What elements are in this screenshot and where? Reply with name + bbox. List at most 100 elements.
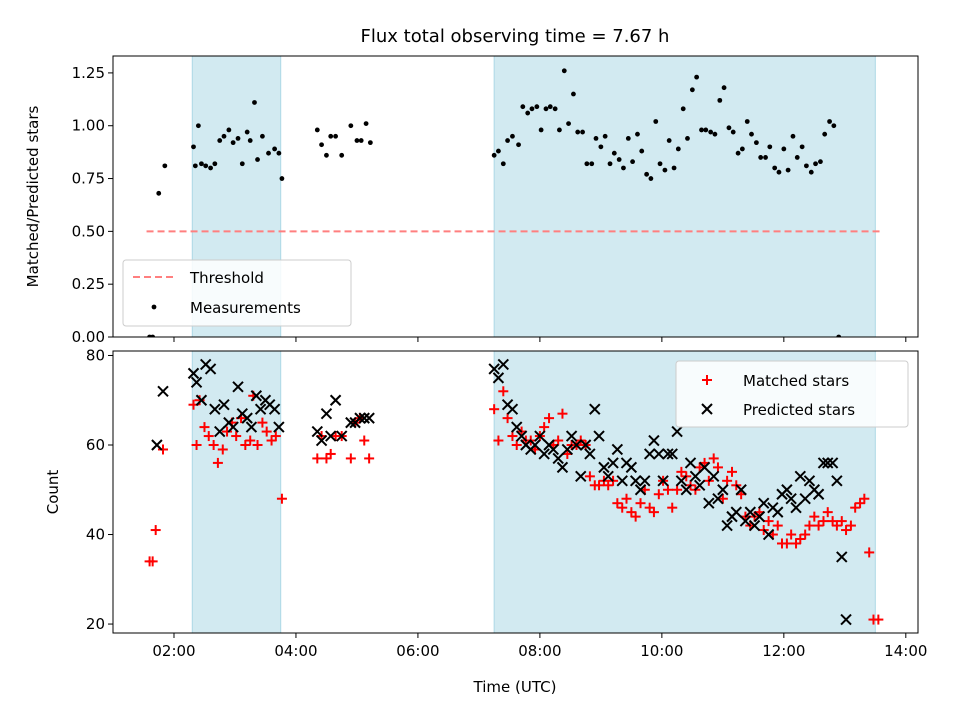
measurement-point: [699, 127, 704, 133]
predicted-point: [311, 425, 324, 438]
measurement-point: [195, 123, 201, 129]
matched-point: [603, 480, 614, 491]
predicted-point: [547, 443, 560, 456]
measurement-point: [520, 104, 526, 110]
measurement-point: [708, 129, 714, 135]
measurement-point: [529, 106, 535, 112]
predicted-point: [639, 475, 651, 487]
measurement-point: [799, 144, 805, 150]
measurement-point: [630, 159, 635, 165]
predicted-point: [204, 363, 217, 375]
matched-point: [502, 413, 513, 424]
predicted-point: [315, 434, 328, 447]
y-tick-label: 1.00: [72, 117, 105, 135]
predicted-point: [561, 443, 574, 456]
matched-point: [836, 516, 847, 527]
predicted-point: [836, 551, 848, 563]
predicted-point: [653, 448, 665, 460]
predicted-point: [662, 448, 674, 460]
measurement-point: [354, 138, 360, 143]
measurement-point: [333, 133, 338, 139]
matched-point: [511, 440, 522, 450]
matched-point: [726, 466, 737, 477]
measurement-point: [244, 129, 250, 135]
measurement-point: [818, 159, 823, 165]
predicted-point: [575, 470, 587, 483]
measurement-point: [510, 133, 515, 139]
measurement-point: [538, 127, 544, 133]
predicted-point: [556, 461, 569, 474]
measurement-point: [803, 163, 809, 169]
measurement-point: [247, 138, 253, 143]
predicted-point: [671, 425, 683, 438]
measurement-point: [212, 161, 218, 167]
predicted-point: [735, 484, 747, 496]
predicted-point: [157, 385, 169, 397]
x-tick-label: 06:00: [396, 642, 439, 660]
matched-point: [203, 431, 214, 442]
measurement-point: [575, 129, 581, 135]
predicted-point: [593, 430, 605, 442]
measurement-point: [516, 142, 521, 148]
matched-point: [208, 440, 219, 450]
predicted-point: [218, 399, 230, 411]
predicted-point: [190, 376, 203, 389]
matched-point: [257, 417, 268, 428]
predicted-point: [822, 457, 834, 469]
matched-point: [231, 431, 242, 442]
measurement-point: [547, 104, 553, 110]
predicted-point: [712, 493, 724, 505]
predicted-point: [698, 461, 711, 474]
measurement-point: [877, 0, 882, 2]
x-tick-label: 02:00: [152, 642, 195, 660]
predicted-point: [611, 443, 624, 456]
measurement-point: [717, 97, 723, 103]
matched-point: [489, 404, 500, 415]
measurement-point: [199, 161, 204, 167]
matched-point: [252, 440, 263, 450]
measurement-point: [191, 144, 196, 150]
measurement-point: [217, 138, 223, 143]
predicted-point: [826, 457, 839, 469]
y-tick-label: 60: [86, 436, 105, 454]
matched-point: [662, 484, 673, 495]
predicted-point: [730, 506, 742, 518]
predicted-point: [840, 613, 852, 626]
predicted-point: [511, 421, 523, 433]
y-tick-label: 0.50: [72, 222, 105, 240]
predicted-point: [703, 497, 715, 509]
measurement-point: [694, 74, 700, 80]
panel-count: 20 40 60 80 02:00 04:00 06:00 08:00 10:00 12:00 14…: [44, 346, 927, 660]
y-tick-label: 0.25: [72, 275, 105, 293]
legend-matched-swatch: [702, 375, 712, 385]
predicted-point: [693, 479, 706, 491]
predicted-point: [625, 461, 638, 474]
measurement-point: [239, 161, 245, 167]
predicted-point: [781, 484, 793, 496]
axes-frame: [112, 55, 919, 338]
matched-point: [859, 493, 870, 504]
predicted-point: [329, 394, 342, 406]
predicted-point: [584, 448, 596, 460]
x-tick-label: 10:00: [640, 642, 683, 660]
predicted-point: [579, 439, 592, 451]
matched-point: [191, 440, 202, 450]
measurement-point: [639, 148, 645, 154]
predicted-point: [273, 421, 285, 433]
measurement-point: [822, 131, 828, 137]
predicted-point: [214, 425, 226, 438]
measurement-point: [162, 163, 168, 169]
matched-point: [276, 493, 287, 504]
matched-point: [158, 444, 169, 455]
y-tick-label: 1.25: [72, 64, 105, 82]
measurement-point: [685, 135, 690, 141]
predicted-point: [744, 506, 756, 518]
matched-point: [708, 453, 719, 464]
measurement-point: [739, 146, 745, 152]
x-axis-label: Time (UTC): [473, 678, 557, 696]
measurement-point: [845, 0, 850, 2]
predicted-point: [657, 475, 669, 487]
predicted-point: [358, 412, 370, 424]
matched-point: [822, 507, 833, 518]
axes-frame: [112, 350, 919, 634]
